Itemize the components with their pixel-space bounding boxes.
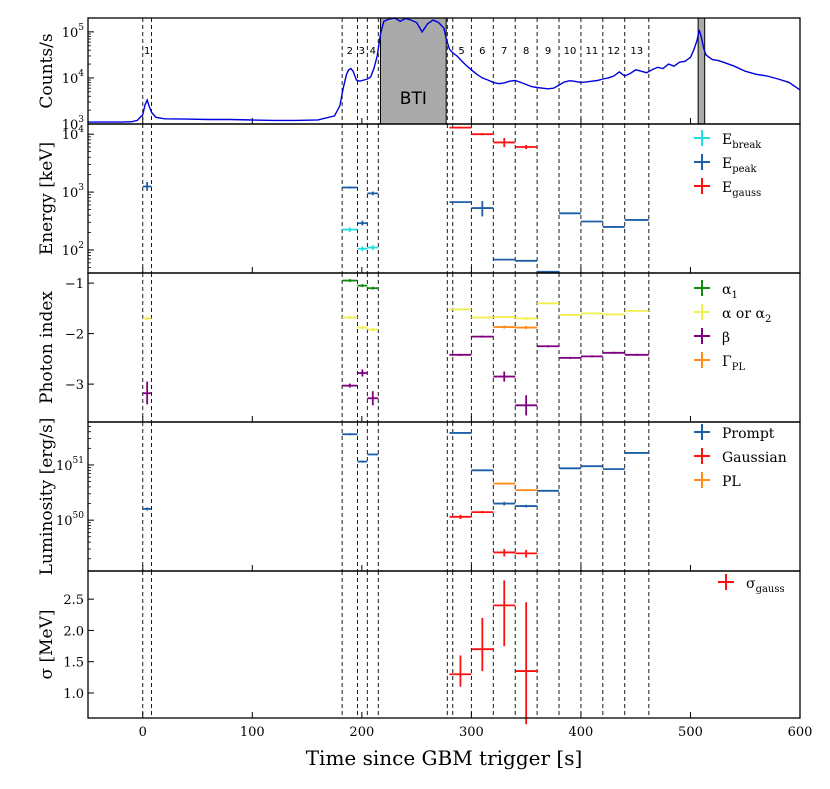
x-tick-label: 0 (139, 725, 147, 740)
bin-label: 1 (144, 46, 150, 57)
bin-label: 13 (630, 46, 643, 57)
legend-label: PL (722, 474, 741, 490)
y-tick-label: 1051 (56, 456, 84, 474)
shaded-region-label: BTI (400, 89, 427, 109)
y-axis-label: Counts/s (37, 33, 57, 108)
x-tick-label: 200 (349, 725, 374, 740)
y-tick-label: 104 (62, 125, 85, 143)
bin-label: 6 (479, 46, 485, 57)
y-tick-label: −3 (65, 378, 84, 393)
x-axis-label: Time since GBM trigger [s] (306, 746, 583, 770)
legend-label: α or α2 (722, 306, 771, 325)
bin-label: 2 (347, 46, 353, 57)
y-axis-label: Photon index (37, 291, 57, 404)
panel-frame (87, 123, 801, 274)
panel-frame (87, 272, 801, 423)
legend-label: Egauss (722, 180, 761, 199)
bin-label: 5 (458, 46, 464, 57)
legend-label: β (722, 330, 730, 346)
panel-photon_index: −1 −2 −3 Photon index α1 α or α2 β ΓPL (37, 272, 801, 423)
bin-label: 4 (370, 46, 376, 57)
x-tick-label: 300 (459, 725, 484, 740)
y-tick-label: −1 (65, 277, 84, 292)
y-axis-label: Energy [keV] (37, 142, 57, 255)
y-tick-label: 102 (62, 241, 84, 259)
y-axis-label: σ [MeV] (37, 609, 57, 679)
bin-label: 11 (586, 46, 599, 57)
legend-label: α1 (722, 282, 738, 301)
y-tick-label: 2.0 (63, 624, 84, 639)
bin-label: 7 (501, 46, 507, 57)
x-tick-label: 400 (569, 725, 594, 740)
legend-label: ΓPL (722, 354, 745, 373)
x-tick-label: 100 (240, 725, 265, 740)
legend-label: Ebreak (722, 132, 762, 151)
bin-label: 10 (564, 46, 577, 57)
panel-frame (87, 421, 801, 572)
legend-label: Gaussian (722, 450, 787, 466)
y-tick-label: 1.0 (63, 687, 84, 702)
shaded-region (697, 17, 706, 125)
shaded-region (379, 17, 447, 125)
legend-label: σgauss (746, 576, 785, 595)
bin-label: 9 (545, 46, 551, 57)
y-tick-label: 1.5 (63, 656, 84, 671)
x-tick-label: 600 (788, 725, 813, 740)
y-tick-label: 103 (62, 183, 85, 201)
legend-label: Epeak (722, 156, 758, 175)
lightcurve-line (88, 17, 801, 123)
y-tick-label: −2 (65, 328, 84, 343)
panel-frame (87, 570, 801, 719)
bin-label: 3 (359, 46, 365, 57)
y-tick-label: 2.5 (63, 593, 84, 608)
bin-label: 8 (523, 46, 529, 57)
y-tick-label: 105 (62, 23, 85, 41)
y-tick-label: 1050 (56, 511, 84, 529)
bin-label: 12 (607, 46, 620, 57)
y-axis-label: Luminosity [erg/s] (37, 418, 57, 576)
y-tick-label: 104 (62, 69, 85, 87)
legend-label: Prompt (722, 426, 775, 442)
x-tick-label: 500 (678, 725, 703, 740)
